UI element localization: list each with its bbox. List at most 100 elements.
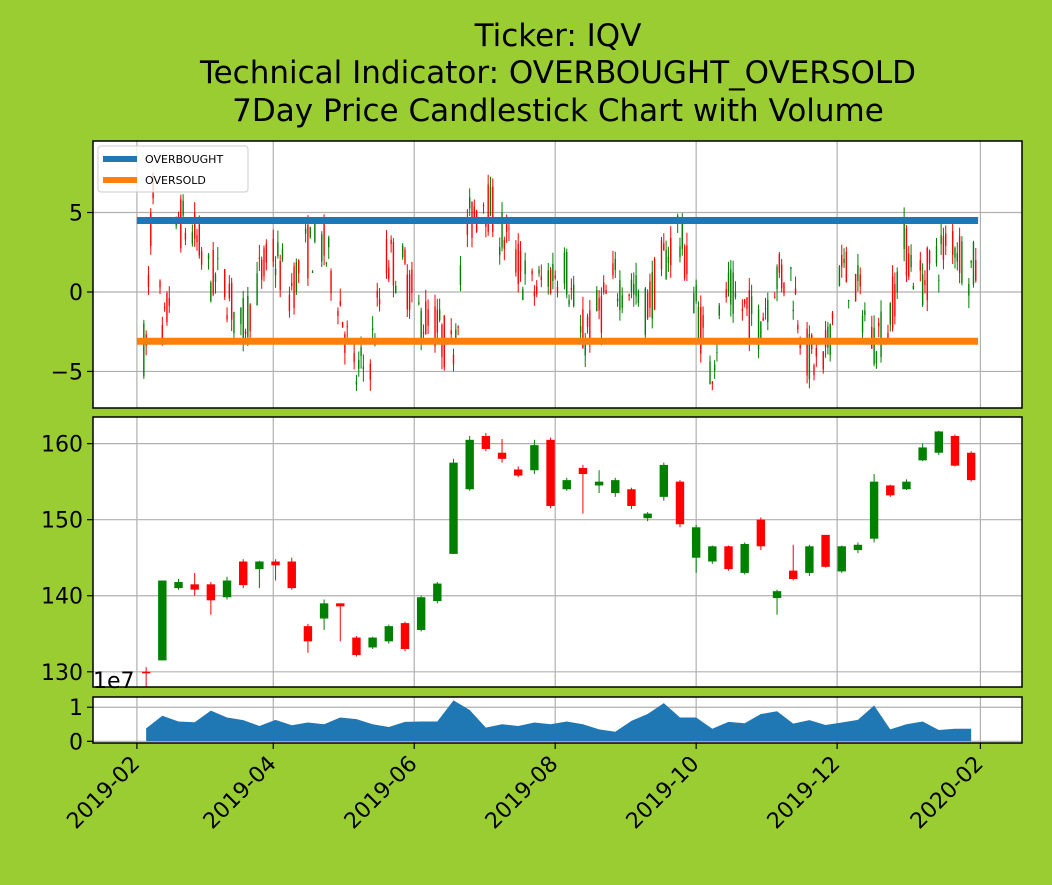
- indicator-candle-body-250: [951, 231, 954, 255]
- price-candle-body-2: [174, 582, 183, 589]
- indicator-candle-body-178: [716, 351, 718, 353]
- indicator-candle-body-186: [743, 299, 746, 304]
- indicator-candle-body-97: [455, 329, 457, 340]
- indicator-candle-body-108: [489, 186, 492, 216]
- indicator-candle-body-55: [321, 234, 323, 262]
- price-candle-body-7: [255, 561, 264, 570]
- indicator-candle-body-197: [778, 254, 781, 273]
- price-ytick-label-3: 160: [41, 433, 83, 458]
- price-candle-body-37: [740, 544, 749, 573]
- price-background: [93, 417, 1022, 687]
- indicator-candle-body-235: [903, 217, 905, 250]
- indicator-candle-body-249: [945, 233, 947, 247]
- indicator-candle-body-61: [339, 301, 341, 306]
- indicator-candle-body-175: [709, 361, 711, 385]
- price-candle-body-5: [222, 580, 232, 598]
- indicator-candle-body-130: [563, 252, 566, 284]
- indicator-candle-body-48: [295, 262, 298, 292]
- price-candle-body-35: [708, 546, 717, 562]
- indicator-candle-body-49: [297, 260, 300, 274]
- indicator-candle-body-65: [353, 352, 355, 363]
- price-candle-body-39: [772, 591, 782, 599]
- indicator-candle-body-30: [240, 307, 242, 324]
- indicator-candle-body-248: [942, 236, 945, 260]
- indicator-candle-body-15: [191, 232, 194, 244]
- indicator-candle-body-35: [256, 273, 258, 306]
- indicator-ytick-label-2: 5: [69, 202, 83, 227]
- indicator-candle-body-229: [880, 311, 882, 358]
- indicator-candle-body-116: [517, 243, 519, 285]
- indicator-candle-body-238: [910, 254, 912, 268]
- indicator-candle-body-88: [425, 301, 427, 335]
- indicator-candle-body-133: [570, 288, 573, 290]
- indicator-candle-body-147: [616, 298, 619, 302]
- indicator-candle-body-236: [905, 228, 908, 276]
- indicator-candle-body-164: [670, 237, 672, 266]
- indicator-candle-body-185: [741, 308, 744, 312]
- indicator-candle-body-54: [314, 222, 316, 242]
- price-candle-body-45: [869, 481, 879, 539]
- price-candle-body-22: [497, 452, 507, 459]
- indicator-candle-body-172: [697, 306, 700, 340]
- indicator-candle-body-140: [596, 290, 598, 312]
- indicator-candle-body-74: [378, 299, 381, 305]
- indicator-candle-body-144: [605, 290, 607, 294]
- price-frame: [92, 416, 1023, 688]
- indicator-candle-body-101: [468, 197, 471, 209]
- volume-frame: [92, 696, 1023, 744]
- indicator-candle-body-221: [857, 265, 859, 282]
- indicator-candle-body-9: [168, 298, 170, 306]
- indicator-candle-body-41: [274, 268, 277, 276]
- indicator-candle-body-242: [924, 280, 926, 286]
- indicator-candle-body-258: [975, 259, 977, 281]
- indicator-candle-body-28: [230, 282, 233, 320]
- indicator-candle-body-187: [746, 297, 748, 309]
- indicator-ytick-label-0: −5: [51, 360, 83, 385]
- chart-title-line-1: Ticker: IQV: [474, 18, 642, 54]
- price-candle-body-17: [416, 597, 426, 630]
- indicator-candle-body-78: [392, 242, 395, 286]
- indicator-candle-body-20: [207, 254, 210, 260]
- indicator-candle-body-33: [247, 295, 249, 337]
- indicator-candle-body-177: [713, 364, 716, 371]
- price-candle-body-21: [481, 436, 491, 449]
- indicator-candle-body-51: [307, 224, 309, 279]
- indicator-candle-body-157: [649, 281, 651, 308]
- indicator-candle-body-6: [161, 324, 164, 339]
- indicator-candle-body-169: [686, 245, 688, 275]
- indicator-candle-body-34: [249, 304, 251, 332]
- indicator-candle-body-82: [406, 274, 408, 310]
- indicator-panel: −5 0 5 OVERBOUGHT OVERSOLD: [51, 140, 1023, 409]
- indicator-candle-body-193: [764, 308, 767, 310]
- indicator-candle-body-160: [660, 240, 663, 270]
- indicator-candle-body-231: [889, 303, 891, 325]
- indicator-candle-body-18: [198, 224, 200, 256]
- indicator-candle-body-184: [734, 292, 737, 298]
- indicator-candle-body-83: [408, 274, 411, 310]
- indicator-candle-body-151: [630, 279, 633, 292]
- chart-title-line-3: 7Day Price Candlestick Chart with Volume: [232, 93, 884, 129]
- indicator-candle-body-210: [822, 351, 824, 370]
- indicator-candle-body-77: [390, 239, 392, 245]
- indicator-candle-body-145: [612, 263, 614, 276]
- price-candle-body-11: [319, 603, 329, 619]
- indicator-candle-body-220: [854, 273, 857, 302]
- indicator-candle-body-170: [693, 293, 695, 314]
- indicator-candle-body-189: [750, 296, 753, 315]
- indicator-candle-body-129: [556, 286, 559, 293]
- price-candle-body-27: [578, 467, 588, 475]
- indicator-candle-body-110: [499, 247, 501, 256]
- indicator-candle-body-167: [681, 218, 683, 249]
- price-candle-body-48: [918, 447, 927, 461]
- indicator-candle-body-40: [272, 238, 274, 262]
- indicator-candle-body-243: [926, 247, 928, 301]
- indicator-candle-body-190: [757, 309, 760, 350]
- indicator-candle-body-86: [420, 310, 422, 343]
- indicator-candle-body-23: [214, 274, 217, 282]
- indicator-candle-body-29: [233, 311, 235, 334]
- price-candle-body-36: [724, 546, 733, 570]
- indicator-candle-body-166: [679, 246, 681, 257]
- indicator-candle-body-136: [582, 309, 584, 349]
- indicator-candle-body-237: [908, 253, 910, 278]
